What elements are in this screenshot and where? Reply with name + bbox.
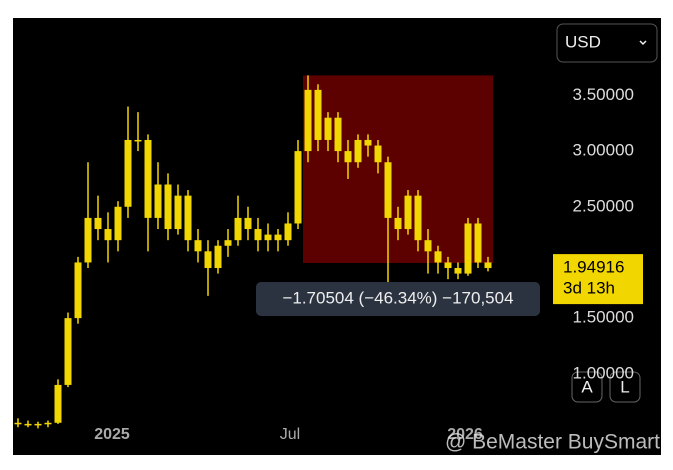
candle-body <box>424 240 432 252</box>
candle-body <box>204 251 212 269</box>
candle-body <box>364 139 372 146</box>
candle-body <box>254 229 262 241</box>
candle-body <box>214 245 222 269</box>
candle-body <box>74 262 82 319</box>
y-tick-label: 3.00000 <box>573 141 634 160</box>
candle-body <box>434 251 442 263</box>
candle-body <box>344 151 352 163</box>
candle-body <box>144 139 152 218</box>
candle-body <box>354 139 362 163</box>
candle-body <box>114 206 122 241</box>
currency-label: USD <box>565 32 601 51</box>
candle-body <box>464 223 472 274</box>
candle-body <box>134 139 142 142</box>
candle-body <box>34 423 42 426</box>
candle-body <box>304 89 312 152</box>
y-tick-label: 2.50000 <box>573 196 634 215</box>
candle-body <box>394 217 402 230</box>
candle-body <box>14 422 22 425</box>
x-tick-label: 2026 <box>447 426 483 443</box>
x-tick-label: 2025 <box>94 426 130 443</box>
currency-select[interactable] <box>556 23 658 63</box>
candle-body <box>404 195 412 230</box>
candle-body <box>94 217 102 230</box>
candle-body <box>444 262 452 269</box>
candle-body <box>124 139 132 207</box>
countdown: 3d 13h <box>563 279 615 298</box>
candle-body <box>24 423 32 426</box>
candle-body <box>324 117 332 140</box>
candle-body <box>374 145 382 163</box>
candle-body <box>164 184 172 230</box>
candle-body <box>174 195 182 230</box>
candle-body <box>224 240 232 246</box>
x-tick-label: Jul <box>280 426 300 443</box>
candle-body <box>244 217 252 230</box>
candle-body <box>484 262 492 269</box>
auto-button[interactable] <box>571 371 603 403</box>
candle-body <box>104 229 112 241</box>
dropdown-arrow <box>639 40 647 46</box>
candle-body <box>384 162 392 218</box>
candle-body <box>334 117 342 152</box>
candle-body <box>474 223 482 263</box>
candle-body <box>154 184 162 218</box>
candle-body <box>54 384 62 423</box>
watermark: @ BeMaster BuySmart <box>445 431 660 454</box>
measure-label: −1.70504 (−46.34%) −170,504 <box>282 288 513 307</box>
candle-body <box>234 217 242 241</box>
candle-body <box>44 422 52 425</box>
y-tick-label: 1.50000 <box>573 308 634 327</box>
candle-body <box>294 151 302 224</box>
y-tick-label: 1.00000 <box>573 363 634 382</box>
log-button[interactable] <box>609 371 641 403</box>
candle-body <box>454 268 462 274</box>
candle-body <box>264 234 272 241</box>
candle-body <box>274 234 282 241</box>
candle-body <box>184 195 192 241</box>
candle-body <box>414 195 422 241</box>
candle-body <box>314 89 322 140</box>
y-tick-label: 3.50000 <box>573 85 634 104</box>
last-price-bg <box>553 254 643 305</box>
log-button-label: L <box>620 377 629 396</box>
last-price: 1.94916 <box>563 258 624 277</box>
candle-body <box>64 318 72 385</box>
auto-button-label: A <box>581 377 593 396</box>
candle-body <box>284 223 292 241</box>
candle-body <box>194 240 202 252</box>
measure-label-bg <box>256 282 540 317</box>
candle-body <box>84 217 92 263</box>
